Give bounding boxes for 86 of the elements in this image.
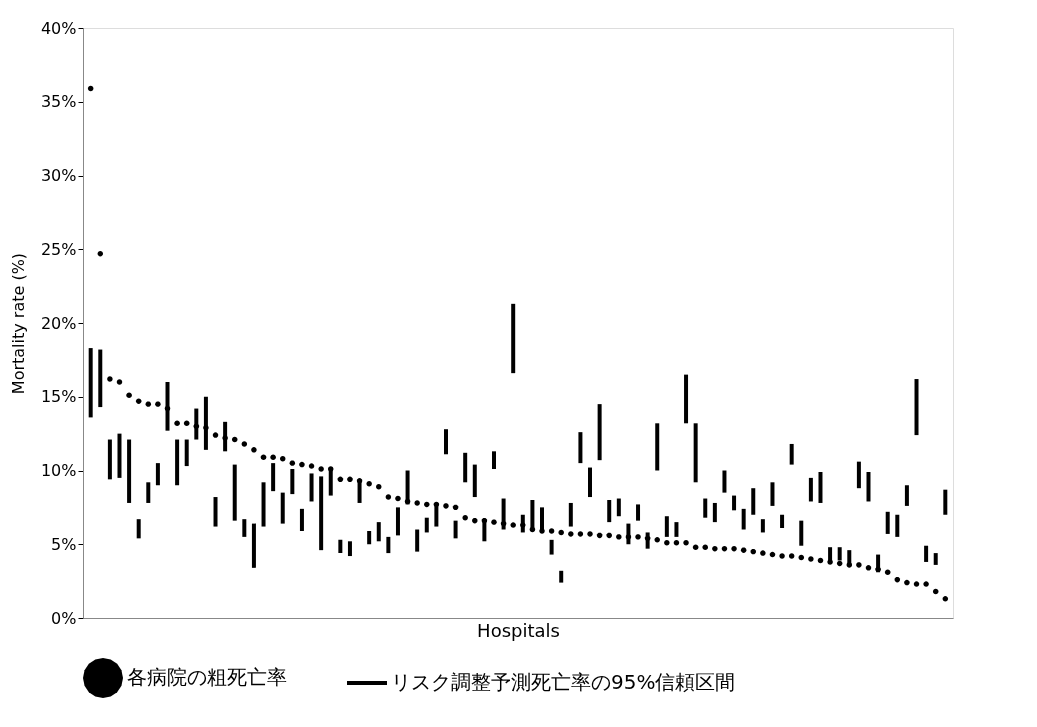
bar [780,514,785,529]
bar [299,508,304,531]
bar [741,508,746,530]
bar [914,379,919,436]
bar [184,439,189,467]
bar [242,519,247,537]
bar [789,443,794,465]
bar [386,536,391,554]
bar [117,433,122,478]
bar [818,471,823,503]
bar [347,541,352,557]
legend-label: 各病院の粗死亡率 [127,665,287,689]
bar [943,489,948,515]
bar [290,469,295,495]
bar [232,464,237,521]
legend-label: リスク調整予測死亡率の95%信頼区間 [391,670,736,694]
bar [866,471,871,502]
bar [808,477,813,502]
y-tick-label: 25% [40,239,77,259]
bar [559,570,564,583]
y-tick-label: 20% [40,313,77,333]
bar [213,497,218,527]
bar [636,504,641,521]
y-tick-label: 0% [51,608,77,628]
bar [491,451,496,470]
bar [472,464,477,498]
bar [693,423,698,483]
bar [751,488,756,515]
bar [463,452,468,483]
x-axis-title: Hospitals [477,619,560,641]
bar [367,530,372,545]
bar [895,514,900,537]
bar [597,404,602,461]
bar [127,439,132,503]
bar [722,470,727,493]
bar [107,439,112,480]
y-tick-label: 40% [40,18,77,38]
bar [760,519,765,533]
y-tick-label: 35% [40,92,77,112]
bar [568,502,573,527]
bar [136,519,141,539]
bar [712,502,717,523]
y-tick-label: 5% [51,534,77,554]
bar [799,520,804,546]
bar [338,539,343,554]
bar [578,432,583,464]
y-tick-label: 10% [40,461,77,480]
bar [203,396,208,450]
bar [376,522,381,542]
y-tick-label: 15% [40,387,77,407]
bar [674,522,679,537]
bar [732,495,737,511]
bar [616,498,621,517]
bar [856,461,861,489]
bar [424,517,429,533]
bar [251,523,256,568]
bar [453,520,458,539]
bar [770,482,775,506]
bar [280,492,285,524]
bar [319,476,324,551]
bar [885,511,890,534]
bar [261,482,266,527]
bar [933,553,938,565]
bar [88,348,93,418]
bar [443,429,448,455]
bar [924,545,929,562]
bar [703,498,708,518]
bar [271,463,276,492]
bar [395,507,400,536]
bar [146,482,151,503]
y-axis-title: Mortality rate (%) [8,252,28,395]
bar [165,382,170,431]
bar [309,473,314,502]
bar [175,439,180,486]
bar [664,516,669,537]
bar [904,485,909,506]
bar [98,349,103,408]
bar [588,467,593,498]
bar [155,463,160,486]
bar [415,529,420,552]
bar [607,500,612,523]
bar [511,303,516,374]
bar [549,539,554,555]
bar [655,423,660,471]
y-tick-label: 30% [40,166,77,185]
bar [684,374,689,424]
